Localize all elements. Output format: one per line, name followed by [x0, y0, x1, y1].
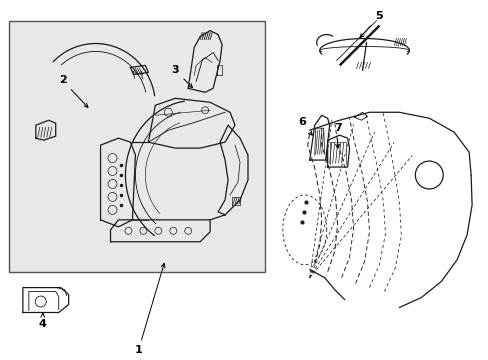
Text: 1: 1 — [134, 264, 164, 355]
Bar — [9, 21, 264, 272]
Text: 2: 2 — [59, 75, 88, 107]
Text: 3: 3 — [171, 66, 192, 87]
Text: 6: 6 — [297, 117, 312, 135]
Text: 4: 4 — [39, 313, 47, 329]
Text: 7: 7 — [333, 123, 341, 148]
Text: 5: 5 — [359, 11, 383, 38]
